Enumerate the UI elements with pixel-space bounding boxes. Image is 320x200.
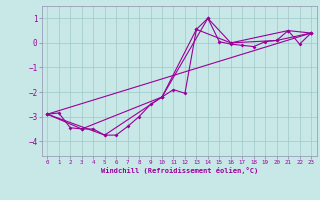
X-axis label: Windchill (Refroidissement éolien,°C): Windchill (Refroidissement éolien,°C): [100, 167, 258, 174]
